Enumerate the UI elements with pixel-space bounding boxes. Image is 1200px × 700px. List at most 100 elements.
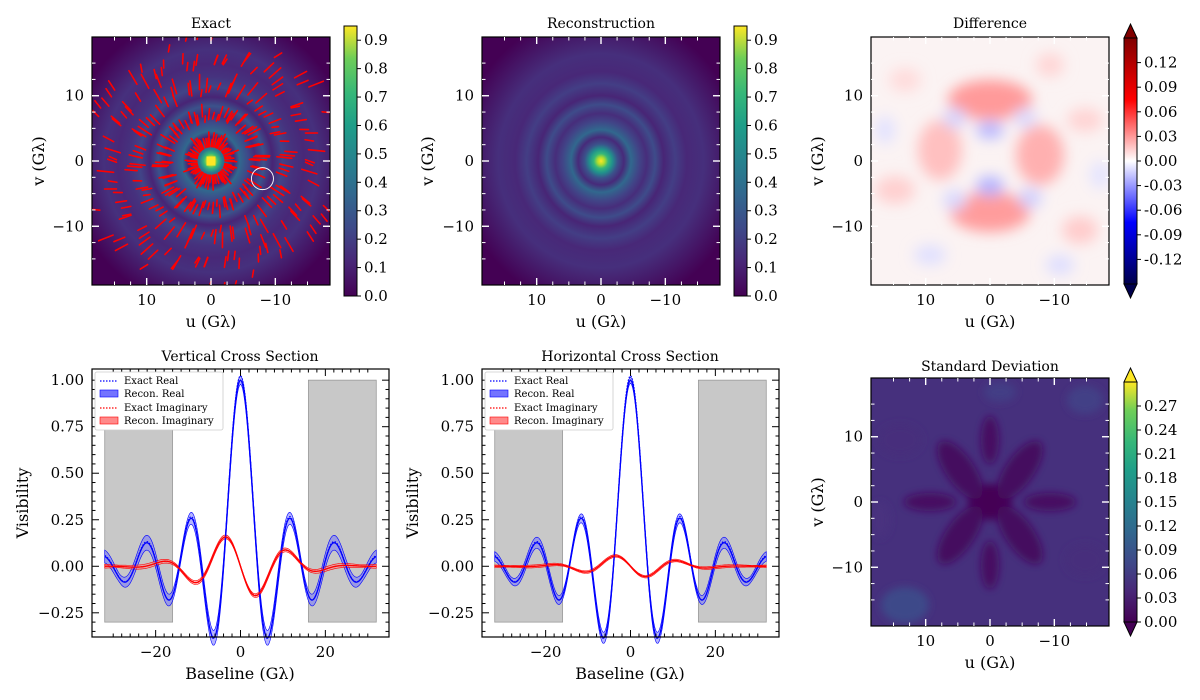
colorbar-tick-label: 0.3 <box>754 202 778 220</box>
uv-track-segment <box>118 214 132 220</box>
uv-track-segment <box>255 92 268 104</box>
uv-track-segment <box>183 165 199 173</box>
uv-track-segment <box>243 190 249 198</box>
colorbar-tick-label: 0.15 <box>1144 493 1177 511</box>
difference-ytick-label: −10 <box>831 217 863 235</box>
uv-track-segment <box>202 173 208 185</box>
uv-track-segment <box>280 220 288 230</box>
uv-track-segment <box>290 102 304 108</box>
colorbar-tick-label: 0.12 <box>1144 517 1177 535</box>
uv-track-segment <box>229 225 233 242</box>
uv-track-segment <box>275 184 291 194</box>
panel-reconstruction: Reconstruction 10 0 −10 10 0 −10 u (Gλ) … <box>418 16 778 331</box>
standard-deviation-ticks <box>871 378 1109 626</box>
uv-track-segment <box>251 269 255 278</box>
vertical-xtick-label: 0 <box>236 643 246 661</box>
uv-track-segment <box>222 58 228 66</box>
legend-recon-real-label: Recon. Real <box>514 389 574 400</box>
uv-track-segment <box>273 52 283 59</box>
exact-real-line <box>104 374 377 640</box>
exact-xlabel: u (Gλ) <box>186 312 237 331</box>
uv-track-segment <box>155 206 164 212</box>
colorbar-tick-label: 0.09 <box>1144 78 1177 96</box>
uv-track-segment <box>308 80 325 88</box>
uv-track-segment <box>278 167 290 173</box>
uv-track-segment <box>212 174 215 185</box>
uv-track-segment <box>252 214 259 226</box>
uv-track-segment <box>223 155 232 159</box>
reconstruction-xtick-label: −10 <box>649 291 681 309</box>
exact-ticks <box>92 37 330 285</box>
colorbar-tick-label: 0.1 <box>754 259 778 277</box>
uv-track-segment <box>260 233 267 249</box>
uv-track-segment <box>194 171 203 180</box>
uv-center-peak <box>206 156 216 166</box>
colorbar-tick-label: 0.0 <box>754 287 778 305</box>
vertical-ytick-label: −0.25 <box>38 604 84 622</box>
uv-track-segment <box>202 200 207 209</box>
uv-track-segment <box>312 215 321 225</box>
vertical-ylabel: Visibility <box>13 468 32 540</box>
uv-track-segment <box>210 229 215 237</box>
uv-track-segment <box>244 186 254 196</box>
uv-track-segment <box>153 88 163 104</box>
recon-real-line <box>104 379 377 639</box>
exact-imaginary-line <box>104 536 377 596</box>
reconstruction-ylabel: v (Gλ) <box>418 136 437 187</box>
uv-track-segment <box>168 187 181 197</box>
uv-track-segment <box>135 186 149 190</box>
legend-recon-imag-swatch <box>99 416 119 425</box>
uv-track-segment <box>167 44 171 53</box>
uv-track-segment <box>140 73 150 90</box>
uv-track-segment <box>114 200 128 204</box>
uv-track-segment <box>258 245 262 256</box>
vertical-ytick-label: 0.00 <box>51 557 84 575</box>
uv-track-segment <box>199 173 207 185</box>
uv-track-segment <box>269 186 285 197</box>
reconstruction-ytick-label: 0 <box>464 152 474 170</box>
uv-track-segment <box>132 149 144 155</box>
uv-track-segment <box>173 124 179 132</box>
uv-track-segment <box>133 129 143 137</box>
uv-track-segment <box>244 125 258 135</box>
uv-track-segment <box>226 112 234 124</box>
uv-track-segment <box>241 125 254 135</box>
uv-track-segment <box>221 54 228 65</box>
colorbar-tick-label: 0.1 <box>364 259 388 277</box>
exact-imaginary-line <box>494 555 767 577</box>
uv-track-segment <box>307 179 320 187</box>
uv-track-segment <box>187 151 199 158</box>
colorbar-tick-label: -0.09 <box>1144 226 1182 244</box>
recon-real-band <box>104 375 377 646</box>
uv-track-segment <box>300 195 311 204</box>
colorbar-tick-label: 0.00 <box>1144 152 1177 170</box>
exact-colorbar <box>343 25 358 297</box>
reconstruction-xtick-label: 0 <box>596 291 606 309</box>
uv-track-segment <box>225 110 233 122</box>
uv-track-segment <box>218 137 228 150</box>
exact-xtick-label: 0 <box>206 291 216 309</box>
uv-track-segment <box>192 203 199 215</box>
horizontal-xlabel: Baseline (Gλ) <box>575 664 684 683</box>
uv-track-segment <box>226 250 230 262</box>
colorbar-tick-label: 0.03 <box>1144 127 1177 145</box>
uv-track-segment <box>203 256 209 268</box>
uv-track-segment <box>124 168 138 172</box>
panel-difference-title: Difference <box>953 16 1027 32</box>
uv-track-segment <box>306 231 315 242</box>
uv-track-segment <box>228 198 235 211</box>
reconstruction-xlabel: u (Gλ) <box>576 312 627 331</box>
uv-track-segment <box>184 37 188 42</box>
uv-track-segment <box>216 82 222 91</box>
reconstruction-ytick-label: 10 <box>455 87 474 105</box>
uv-track-segment <box>207 107 211 121</box>
uv-track-segment <box>199 140 205 150</box>
colorbar-tick-label: 0.21 <box>1144 445 1177 463</box>
uv-track-segment <box>168 126 178 136</box>
uv-track-segment <box>154 218 167 230</box>
colorbar-tick-label: 0.7 <box>364 88 388 106</box>
colorbar-tick-label: -0.03 <box>1144 177 1182 195</box>
uv-track-segment <box>121 213 132 217</box>
uv-track-segment <box>284 150 298 154</box>
standard-deviation-ytick-label: 0 <box>853 493 863 511</box>
